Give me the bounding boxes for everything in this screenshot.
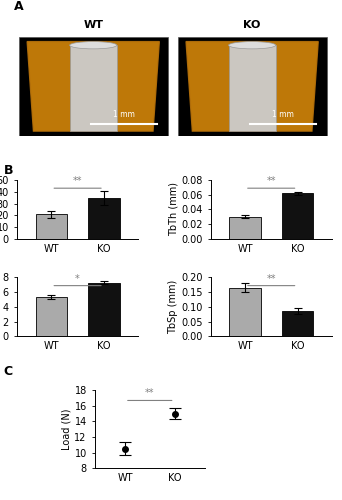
Bar xyxy=(282,193,313,239)
Bar xyxy=(36,214,67,239)
Text: C: C xyxy=(3,365,13,378)
Bar xyxy=(229,288,261,337)
Bar xyxy=(229,217,261,239)
Bar xyxy=(88,198,120,239)
Y-axis label: TbSp (mm): TbSp (mm) xyxy=(168,280,178,334)
Bar xyxy=(36,298,67,337)
Text: **: ** xyxy=(266,274,276,284)
FancyBboxPatch shape xyxy=(19,37,168,136)
Polygon shape xyxy=(70,45,117,131)
FancyBboxPatch shape xyxy=(177,37,327,136)
Text: WT: WT xyxy=(83,20,103,30)
Ellipse shape xyxy=(228,42,276,49)
Polygon shape xyxy=(228,45,276,131)
Polygon shape xyxy=(186,42,318,131)
Text: **: ** xyxy=(73,176,82,186)
Polygon shape xyxy=(27,42,159,131)
Text: **: ** xyxy=(145,388,155,398)
Text: 1 mm: 1 mm xyxy=(113,110,135,119)
Text: 1 mm: 1 mm xyxy=(272,110,294,119)
Text: B: B xyxy=(3,164,13,177)
Bar xyxy=(282,312,313,336)
Text: *: * xyxy=(75,274,80,284)
Ellipse shape xyxy=(70,42,117,49)
Text: **: ** xyxy=(266,176,276,186)
Text: A: A xyxy=(14,0,24,12)
Text: KO: KO xyxy=(244,20,261,30)
Y-axis label: Load (N): Load (N) xyxy=(62,408,71,450)
Y-axis label: TbTh (mm): TbTh (mm) xyxy=(168,182,178,236)
Bar xyxy=(88,282,120,337)
